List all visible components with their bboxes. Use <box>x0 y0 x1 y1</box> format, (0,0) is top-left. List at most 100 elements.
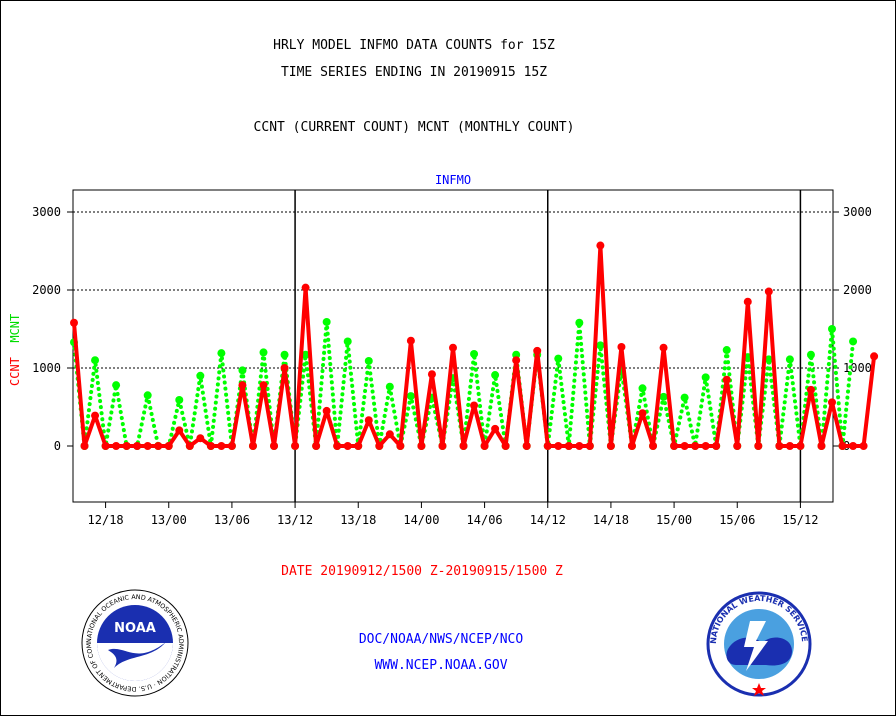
y-tick-label-left: 2000 <box>32 283 61 297</box>
data-point-ccnt-16 <box>238 381 247 390</box>
data-point-ccnt-27 <box>354 442 363 450</box>
data-point-ccnt-4 <box>112 442 121 450</box>
footer-org: DOC/NOAA/NWS/NCEP/NCO <box>358 632 524 647</box>
noaa-logo-label: NOAA <box>114 621 156 636</box>
y-axis-label: CCNT MCNT <box>8 314 22 386</box>
data-point-ccnt-23 <box>312 442 321 450</box>
x-tick-label: 15/06 <box>719 513 755 527</box>
data-point-ccnt-56 <box>659 343 668 352</box>
data-point-ccnt-35 <box>438 442 447 450</box>
date-range: DATE 20190912/1500 Z-20190915/1500 Z <box>281 564 563 579</box>
x-tick-label: 12/18 <box>88 513 124 527</box>
data-point-ccnt-76 <box>870 352 879 361</box>
data-point-mcnt-66 <box>764 355 773 364</box>
data-point-ccnt-19 <box>270 442 279 450</box>
data-point-ccnt-25 <box>333 442 342 450</box>
x-tick-label: 15/12 <box>782 513 818 527</box>
data-point-ccnt-70 <box>806 385 815 394</box>
data-point-ccnt-72 <box>828 398 836 407</box>
data-point-ccnt-20 <box>280 364 289 372</box>
data-point-ccnt-54 <box>638 409 647 418</box>
data-point-ccnt-10 <box>175 426 184 435</box>
data-point-ccnt-36 <box>449 343 457 352</box>
data-point-mcnt-70 <box>806 350 815 359</box>
data-point-ccnt-67 <box>775 442 784 450</box>
y-label-mcnt: MCNT <box>8 313 22 343</box>
data-point-mcnt-40 <box>491 371 500 380</box>
x-tick-label: 14/12 <box>530 513 566 527</box>
x-tick-label: 13/00 <box>151 513 187 527</box>
x-tick-label: 13/12 <box>277 513 313 527</box>
data-point-ccnt-74 <box>849 442 858 450</box>
y-tick-label-left: 0 <box>54 439 61 453</box>
data-point-ccnt-33 <box>417 442 426 450</box>
data-point-ccnt-61 <box>712 442 721 450</box>
y-label-ccnt: CCNT <box>8 357 22 386</box>
footer-url[interactable]: WWW.NCEP.NOAA.GOV <box>374 658 508 673</box>
data-point-ccnt-51 <box>606 442 615 450</box>
data-point-ccnt-52 <box>617 342 626 351</box>
data-point-mcnt-12 <box>196 371 205 380</box>
data-point-mcnt-56 <box>659 392 668 401</box>
data-point-mcnt-14 <box>217 349 226 358</box>
data-point-ccnt-7 <box>143 442 152 450</box>
data-point-ccnt-45 <box>543 442 552 450</box>
data-point-ccnt-55 <box>649 442 658 450</box>
data-point-ccnt-68 <box>785 442 794 450</box>
data-point-ccnt-30 <box>385 430 394 439</box>
data-point-mcnt-4 <box>112 381 121 390</box>
data-point-ccnt-57 <box>670 442 679 450</box>
y-tick-label-right: 1000 <box>843 361 872 375</box>
data-point-ccnt-38 <box>470 401 479 410</box>
data-point-mcnt-62 <box>722 346 731 355</box>
x-tick-label: 13/06 <box>214 513 250 527</box>
data-point-ccnt-75 <box>859 442 868 450</box>
data-point-ccnt-37 <box>459 442 468 450</box>
data-point-ccnt-11 <box>185 442 194 450</box>
data-point-ccnt-14 <box>217 442 226 450</box>
data-point-mcnt-28 <box>364 356 373 365</box>
data-point-ccnt-18 <box>259 381 268 390</box>
data-point-ccnt-48 <box>575 442 584 450</box>
x-tick-label: 14/18 <box>593 513 629 527</box>
data-point-ccnt-15 <box>227 442 236 450</box>
data-point-ccnt-17 <box>248 442 257 450</box>
data-point-ccnt-65 <box>754 442 763 450</box>
data-point-ccnt-21 <box>291 442 300 450</box>
data-point-ccnt-22 <box>301 283 310 292</box>
data-point-mcnt-7 <box>143 391 152 400</box>
data-point-ccnt-63 <box>733 442 742 450</box>
y-tick-label-left: 1000 <box>32 361 61 375</box>
data-point-ccnt-43 <box>522 442 531 450</box>
data-point-mcnt-16 <box>238 366 247 375</box>
data-point-ccnt-39 <box>480 442 489 450</box>
data-point-mcnt-32 <box>406 392 415 401</box>
data-point-ccnt-62 <box>722 375 731 384</box>
page-title-line-2: TIME SERIES ENDING IN 20190915 15Z <box>280 65 548 80</box>
data-point-ccnt-24 <box>322 406 331 415</box>
data-point-ccnt-42 <box>512 356 521 365</box>
data-point-ccnt-26 <box>343 442 352 450</box>
data-point-ccnt-53 <box>627 442 636 450</box>
data-point-mcnt-60 <box>701 373 710 382</box>
data-point-ccnt-44 <box>533 346 542 355</box>
data-point-mcnt-10 <box>175 395 184 404</box>
data-point-mcnt-58 <box>680 393 689 402</box>
data-point-ccnt-40 <box>491 424 500 433</box>
data-point-ccnt-29 <box>375 442 384 450</box>
data-point-mcnt-46 <box>554 354 563 363</box>
data-point-ccnt-34 <box>427 370 436 379</box>
data-point-mcnt-50 <box>596 341 605 350</box>
data-point-ccnt-69 <box>796 442 805 450</box>
data-point-ccnt-31 <box>396 442 405 450</box>
data-point-mcnt-72 <box>828 325 836 333</box>
y-tick-label-right: 2000 <box>843 283 872 297</box>
data-point-ccnt-60 <box>701 442 710 450</box>
data-point-ccnt-59 <box>691 442 700 450</box>
data-point-ccnt-6 <box>133 442 142 450</box>
page-title-line-1: HRLY MODEL INFMO DATA COUNTS for 15Z <box>273 38 555 53</box>
y-tick-label-right: 3000 <box>843 205 872 219</box>
data-point-mcnt-48 <box>575 318 584 327</box>
data-point-ccnt-2 <box>91 411 100 420</box>
